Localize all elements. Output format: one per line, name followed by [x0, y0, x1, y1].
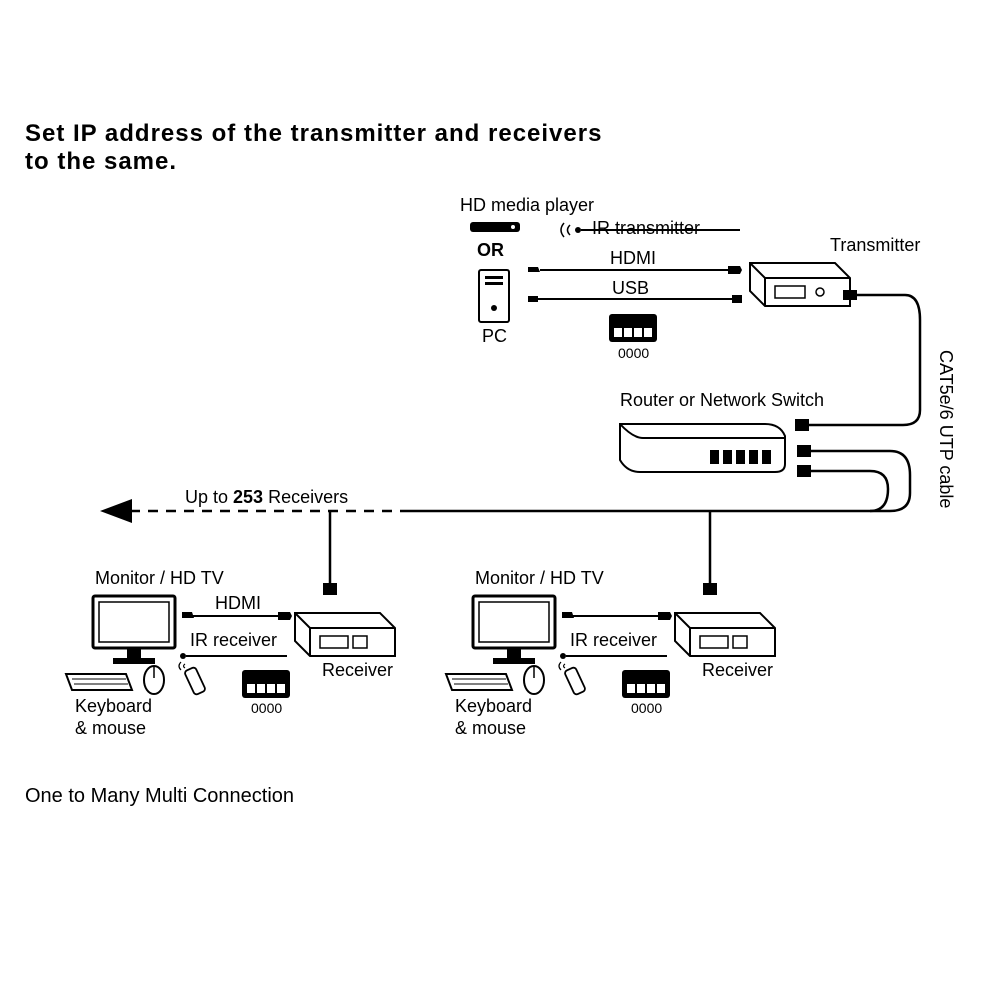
hd-media-player-label: HD media player	[460, 195, 594, 216]
pc-label: PC	[482, 326, 507, 347]
monitor-icon-1	[85, 592, 185, 672]
receiver-label-2: Receiver	[702, 660, 773, 681]
diagram-footer: One to Many Multi Connection	[25, 785, 294, 808]
monitor-label-1: Monitor / HD TV	[95, 568, 224, 589]
hdmi-rx2-line	[562, 610, 672, 626]
ir-transmitter-line	[558, 215, 758, 245]
title-line-1: Set IP address of the transmitter and re…	[25, 120, 602, 148]
title-line-2: to the same.	[25, 148, 602, 176]
remote-icon-2	[557, 660, 597, 700]
remote-icon-1	[177, 660, 217, 700]
diagram-title: Set IP address of the transmitter and re…	[25, 120, 602, 176]
up-to-post: Receivers	[263, 487, 348, 507]
keyboard-mouse-label-1: Keyboard & mouse	[75, 696, 152, 739]
cat-cable-label: CAT5e/6 UTP cable	[935, 350, 956, 508]
router-label: Router or Network Switch	[620, 390, 824, 411]
dip-rx2-value: 0000	[631, 700, 662, 716]
monitor-icon-2	[465, 592, 565, 672]
up-to-pre: Up to	[185, 487, 233, 507]
dip-tx-value: 0000	[618, 345, 649, 361]
mouse-icon-1	[140, 660, 168, 696]
usb-line	[528, 292, 748, 308]
mouse-icon-2	[520, 660, 548, 696]
diagram-canvas: Set IP address of the transmitter and re…	[0, 0, 1000, 1000]
keyboard-icon-2	[442, 668, 514, 698]
hdmi-rx1-line	[182, 610, 292, 626]
up-to-receivers-label: Up to 253 Receivers	[185, 487, 348, 508]
keyboard-mouse-label-2: Keyboard & mouse	[455, 696, 532, 739]
hd-media-player-icon	[470, 222, 520, 234]
dip-rx1-value: 0000	[251, 700, 282, 716]
or-label: OR	[477, 240, 504, 261]
up-to-num: 253	[233, 487, 263, 507]
receiver-box-2	[665, 598, 785, 663]
pc-icon	[477, 268, 511, 324]
keyboard-icon-1	[62, 668, 134, 698]
monitor-label-2: Monitor / HD TV	[475, 568, 604, 589]
receiver-box-1	[285, 598, 405, 663]
tx-to-router-cable	[795, 290, 935, 440]
receiver-label-1: Receiver	[322, 660, 393, 681]
